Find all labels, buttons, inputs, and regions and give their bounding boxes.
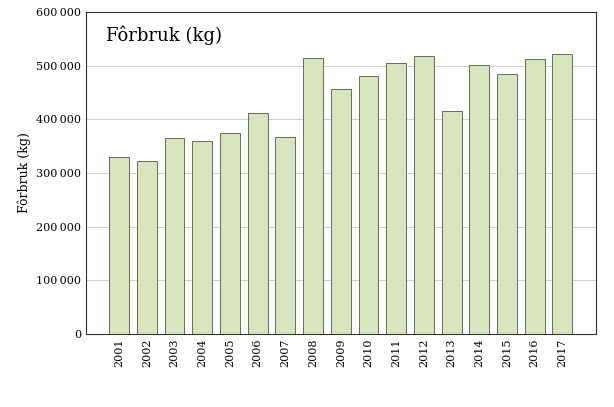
Y-axis label: Fôrbruk (kg): Fôrbruk (kg)	[17, 133, 31, 213]
Bar	[275, 137, 295, 334]
Bar	[137, 161, 157, 334]
Bar	[331, 89, 351, 334]
Bar	[525, 59, 545, 334]
Bar	[441, 112, 462, 334]
Bar	[497, 74, 517, 334]
Bar	[414, 56, 434, 334]
Text: Fôrbruk (kg): Fôrbruk (kg)	[106, 25, 222, 45]
Bar	[359, 76, 378, 334]
Bar	[192, 141, 212, 334]
Bar	[247, 113, 268, 334]
Bar	[386, 63, 406, 334]
Bar	[553, 54, 572, 334]
Bar	[220, 133, 240, 334]
Bar	[165, 138, 184, 334]
Bar	[109, 157, 129, 334]
Bar	[469, 65, 489, 334]
Bar	[303, 58, 323, 334]
